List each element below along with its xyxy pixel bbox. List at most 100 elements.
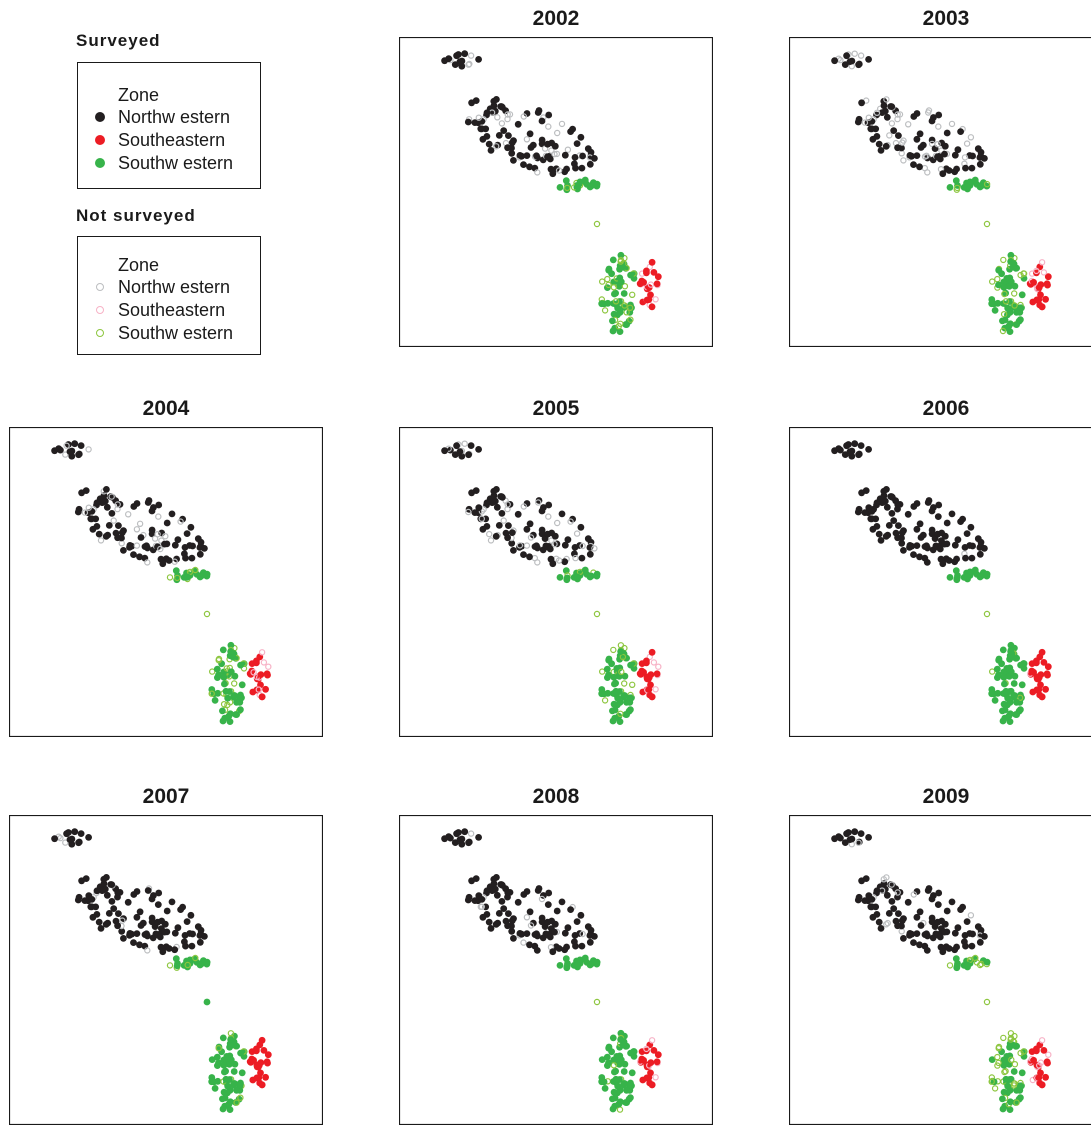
surveyed-point xyxy=(888,510,896,517)
not-surveyed-point xyxy=(1008,1056,1015,1063)
surveyed-point xyxy=(520,551,527,558)
surveyed-point xyxy=(865,892,873,900)
isolated-point xyxy=(203,610,211,618)
surveyed-point xyxy=(883,891,891,899)
surveyed-point xyxy=(161,920,169,928)
surveyed-point xyxy=(227,648,235,655)
surveyed-point xyxy=(533,947,541,954)
surveyed-point xyxy=(508,139,516,146)
not-surveyed-point xyxy=(598,668,606,675)
surveyed-point xyxy=(843,442,850,450)
surveyed-point xyxy=(114,922,121,930)
surveyed-point xyxy=(75,839,82,847)
surveyed-point xyxy=(974,923,982,931)
surveyed-point xyxy=(1044,273,1052,281)
not-surveyed-point xyxy=(579,930,586,938)
surveyed-point xyxy=(189,542,197,550)
surveyed-point xyxy=(934,513,942,520)
surveyed-point xyxy=(916,520,924,528)
surveyed-point xyxy=(623,1099,630,1106)
surveyed-point xyxy=(1004,304,1012,312)
surveyed-point xyxy=(591,933,598,940)
panel-title: 2004 xyxy=(142,397,190,420)
surveyed-point xyxy=(526,553,533,561)
surveyed-point xyxy=(1017,1094,1024,1102)
surveyed-point xyxy=(857,830,865,837)
surveyed-point xyxy=(598,300,606,308)
surveyed-point xyxy=(161,928,168,936)
surveyed-point xyxy=(1007,320,1014,328)
not-surveyed-point xyxy=(260,659,268,666)
surveyed-point xyxy=(910,161,917,168)
surveyed-point xyxy=(861,897,869,904)
surveyed-point xyxy=(194,923,202,931)
surveyed-point xyxy=(609,256,617,264)
not-surveyed-point xyxy=(946,962,954,969)
surveyed-point xyxy=(913,888,921,895)
not-surveyed-point xyxy=(192,954,199,962)
surveyed-point xyxy=(493,486,500,493)
surveyed-point xyxy=(461,50,469,58)
surveyed-point xyxy=(561,541,569,549)
surveyed-point xyxy=(546,155,554,163)
surveyed-point xyxy=(221,1068,228,1076)
surveyed-point xyxy=(120,547,127,554)
not-surveyed-point xyxy=(591,545,598,552)
legend-heading-not-surveyed: Not surveyed xyxy=(76,206,196,225)
surveyed-point xyxy=(88,903,96,911)
not-surveyed-point xyxy=(487,537,495,544)
surveyed-point xyxy=(475,504,483,512)
legend-marker-icon xyxy=(96,159,104,167)
surveyed-point xyxy=(617,251,625,259)
surveyed-point xyxy=(253,657,260,665)
surveyed-point xyxy=(913,525,921,533)
map-panel: 2008 xyxy=(399,785,713,1125)
surveyed-point xyxy=(523,525,531,533)
surveyed-point xyxy=(227,668,235,676)
surveyed-point xyxy=(262,685,269,693)
surveyed-point xyxy=(105,910,113,917)
surveyed-point xyxy=(103,891,111,899)
surveyed-point xyxy=(913,135,921,143)
surveyed-point xyxy=(1002,1075,1010,1083)
surveyed-point xyxy=(74,896,82,904)
surveyed-point xyxy=(85,892,93,900)
surveyed-point xyxy=(934,530,941,538)
not-surveyed-point xyxy=(548,147,555,154)
surveyed-point xyxy=(865,56,872,63)
surveyed-point xyxy=(653,670,661,678)
surveyed-point xyxy=(936,933,944,941)
surveyed-point xyxy=(900,547,907,554)
surveyed-point xyxy=(492,532,500,540)
surveyed-point xyxy=(878,499,886,506)
surveyed-point xyxy=(262,1073,269,1081)
surveyed-point xyxy=(917,534,925,541)
surveyed-point xyxy=(851,828,859,836)
surveyed-point xyxy=(551,928,558,936)
surveyed-point xyxy=(894,144,901,152)
surveyed-point xyxy=(619,263,627,271)
surveyed-point xyxy=(577,523,585,531)
not-surveyed-point xyxy=(538,895,546,903)
surveyed-point xyxy=(498,510,506,517)
not-surveyed-point xyxy=(133,542,141,549)
surveyed-point xyxy=(1006,718,1014,725)
not-surveyed-point xyxy=(1033,267,1040,275)
not-surveyed-point xyxy=(652,1074,659,1081)
surveyed-point xyxy=(1009,1041,1017,1049)
surveyed-point xyxy=(189,930,197,938)
surveyed-point xyxy=(1007,668,1015,676)
surveyed-point xyxy=(939,948,947,956)
surveyed-point xyxy=(533,542,540,550)
surveyed-point xyxy=(928,895,936,903)
surveyed-point xyxy=(475,834,482,841)
surveyed-point xyxy=(957,128,964,135)
surveyed-point xyxy=(574,573,582,581)
surveyed-point xyxy=(1043,1058,1051,1066)
surveyed-point xyxy=(962,554,969,562)
surveyed-point xyxy=(883,113,891,121)
surveyed-point xyxy=(495,910,503,917)
not-surveyed-point xyxy=(166,962,174,969)
surveyed-point xyxy=(558,898,566,906)
surveyed-point xyxy=(495,522,503,529)
